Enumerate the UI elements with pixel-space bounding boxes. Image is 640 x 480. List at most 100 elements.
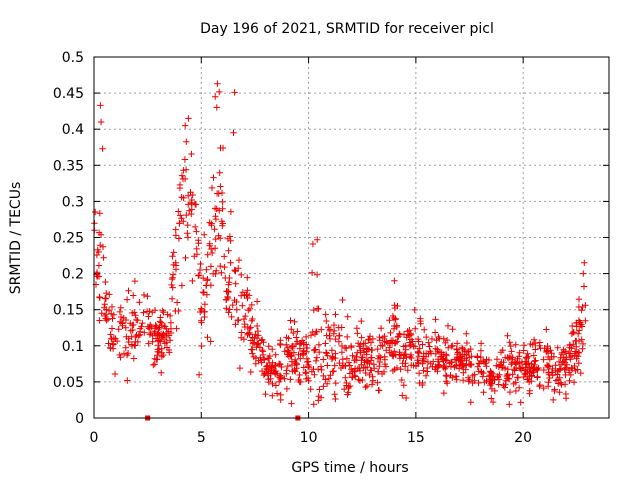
data-point xyxy=(545,362,552,369)
data-point xyxy=(320,372,327,380)
data-point xyxy=(362,383,369,391)
data-point xyxy=(423,333,430,341)
data-point xyxy=(122,324,129,331)
data-point xyxy=(151,325,159,332)
data-point xyxy=(168,281,175,289)
data-point xyxy=(193,245,200,253)
data-point xyxy=(523,361,530,368)
data-point xyxy=(172,232,180,239)
data-point xyxy=(219,198,226,206)
data-point xyxy=(442,351,450,358)
data-point xyxy=(128,333,135,340)
data-point xyxy=(459,377,467,384)
data-point xyxy=(562,364,569,371)
data-point xyxy=(223,288,230,295)
data-point xyxy=(99,243,107,250)
data-point xyxy=(188,206,195,213)
data-point xyxy=(255,340,262,347)
data-point xyxy=(322,311,329,318)
data-point xyxy=(283,370,290,377)
data-point xyxy=(163,325,170,332)
y-tick-label: 0.15 xyxy=(53,303,84,319)
data-point xyxy=(474,363,481,370)
data-point xyxy=(369,373,376,380)
data-point xyxy=(206,219,213,226)
data-point xyxy=(402,350,409,358)
data-point xyxy=(218,269,225,276)
data-point xyxy=(323,317,330,325)
data-point xyxy=(184,230,191,237)
data-point xyxy=(97,102,104,109)
data-point xyxy=(335,332,343,339)
data-point xyxy=(124,377,131,384)
data-point xyxy=(478,369,485,376)
data-point xyxy=(125,287,132,294)
data-point xyxy=(447,372,454,379)
data-point xyxy=(155,348,162,356)
data-point xyxy=(195,237,202,244)
data-point xyxy=(399,392,406,399)
data-point xyxy=(354,349,361,356)
data-point xyxy=(204,334,211,341)
data-point xyxy=(192,223,199,231)
data-point xyxy=(575,330,582,337)
data-point xyxy=(102,278,109,286)
data-point xyxy=(177,212,184,219)
data-point xyxy=(318,366,325,374)
data-point xyxy=(312,346,319,353)
data-point xyxy=(512,387,520,395)
data-point xyxy=(342,374,349,381)
data-point xyxy=(238,271,245,279)
data-point xyxy=(433,337,440,344)
data-point xyxy=(189,277,196,285)
data-point xyxy=(163,333,170,341)
data-point xyxy=(130,321,137,329)
data-point xyxy=(573,350,580,357)
data-point xyxy=(242,312,249,320)
data-point xyxy=(183,211,190,219)
data-point xyxy=(371,365,378,372)
data-point xyxy=(329,354,337,361)
data-point xyxy=(300,347,308,354)
data-point xyxy=(375,387,383,394)
data-point xyxy=(343,382,350,389)
data-point xyxy=(127,327,134,334)
data-point xyxy=(233,306,240,313)
data-point xyxy=(524,350,531,357)
data-point xyxy=(326,327,333,335)
data-point xyxy=(175,235,183,242)
data-point xyxy=(139,319,146,327)
data-point xyxy=(183,138,190,145)
data-point xyxy=(178,172,186,179)
data-point xyxy=(211,226,218,233)
data-point xyxy=(431,329,439,336)
data-point xyxy=(219,144,227,152)
data-point xyxy=(267,375,274,383)
data-point xyxy=(96,293,103,301)
plot-frame xyxy=(93,56,610,419)
data-point xyxy=(326,335,334,343)
data-point xyxy=(526,387,533,394)
data-point xyxy=(327,372,334,379)
data-point xyxy=(318,326,325,333)
data-point xyxy=(296,378,303,386)
data-point xyxy=(109,315,116,322)
data-point xyxy=(238,329,245,336)
data-point xyxy=(207,263,215,270)
data-point xyxy=(149,338,156,345)
data-point xyxy=(501,384,508,391)
data-point xyxy=(543,361,551,369)
data-point xyxy=(394,302,401,310)
data-point xyxy=(296,371,303,379)
data-point xyxy=(501,365,509,372)
data-point xyxy=(94,246,101,254)
data-point xyxy=(368,346,376,354)
data-point xyxy=(248,346,255,353)
data-point xyxy=(259,346,266,354)
data-point xyxy=(475,379,482,387)
data-point xyxy=(227,259,234,266)
data-point xyxy=(141,329,148,336)
data-point xyxy=(342,362,349,370)
data-point xyxy=(246,325,253,332)
data-point xyxy=(159,307,166,314)
